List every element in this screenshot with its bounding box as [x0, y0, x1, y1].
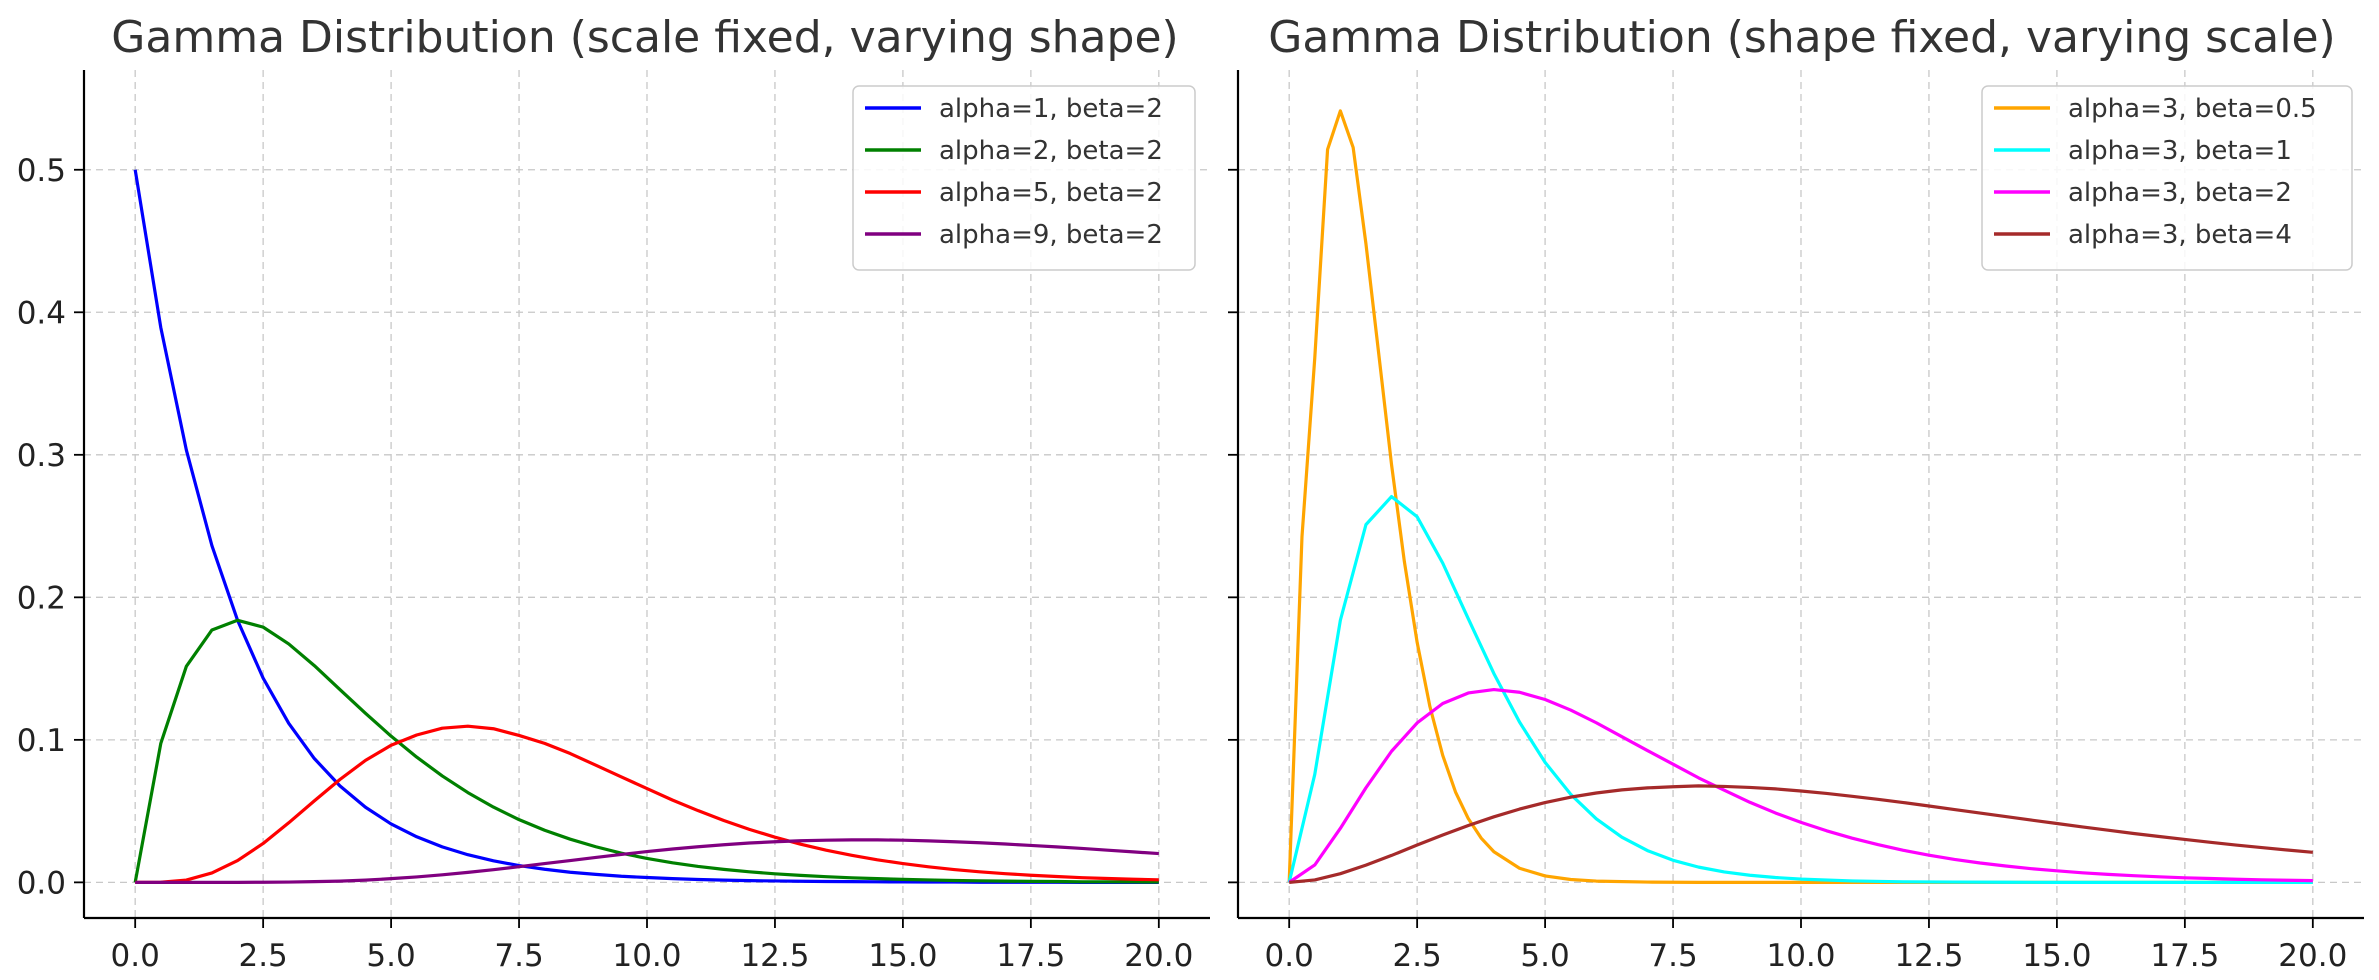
series-line-2	[133, 618, 1159, 884]
y-tick-label: 0.1	[17, 723, 66, 759]
x-tick-label: 17.5	[996, 938, 1065, 974]
legend-label-3: alpha=5, beta=2	[939, 178, 1163, 208]
series-line-3	[135, 724, 1159, 884]
legend-label-4: alpha=9, beta=2	[939, 220, 1163, 250]
legend-label-2: alpha=3, beta=1	[2068, 136, 2292, 166]
legend: alpha=1, beta=2 alpha=2, beta=2 alpha=5, b…	[852, 85, 1196, 271]
y-tick-label: 0.3	[17, 438, 66, 474]
series-line-2	[1287, 494, 2313, 884]
left-chart-panel: 0.0 2.5 5.0 7.5 10.0 12.5 15.0 17.5 20.0 0.0 0.1 0.…	[17, 12, 1210, 974]
x-tick-label: 0.0	[111, 938, 160, 974]
x-tick-label: 20.0	[2278, 938, 2347, 974]
series-line-1	[1287, 109, 2313, 884]
x-tick-label: 12.5	[1894, 938, 1963, 974]
x-tick-label: 10.0	[612, 938, 681, 974]
legend-label-1: alpha=1, beta=2	[939, 94, 1163, 124]
series-line-4	[135, 838, 1159, 884]
legend-label-2: alpha=2, beta=2	[939, 136, 1163, 166]
x-tick-label: 17.5	[2150, 938, 2219, 974]
legend-label-4: alpha=3, beta=4	[2068, 220, 2292, 250]
legend-label-1: alpha=3, beta=0.5	[2068, 94, 2317, 124]
series-line-3	[1288, 687, 2313, 884]
x-tick-label: 15.0	[868, 938, 937, 974]
x-tick-label: 12.5	[740, 938, 809, 974]
chart-title: Gamma Distribution (scale fixed, varying…	[111, 12, 1178, 63]
series-line-4	[1289, 784, 2313, 884]
y-tick-label: 0.0	[17, 865, 66, 901]
x-tick-label: 15.0	[2022, 938, 2091, 974]
y-tick-label: 0.2	[17, 580, 66, 616]
x-tick-label: 2.5	[1392, 938, 1441, 974]
legend-label-3: alpha=3, beta=2	[2068, 178, 2292, 208]
x-tick-label: 20.0	[1124, 938, 1193, 974]
x-tick-label: 5.0	[366, 938, 415, 974]
y-tick-label: 0.5	[17, 153, 66, 189]
x-tick-label: 10.0	[1766, 938, 1835, 974]
chart-title: Gamma Distribution (shape fixed, varying…	[1268, 12, 2335, 63]
x-tick-label: 0.0	[1265, 938, 1314, 974]
legend-box	[852, 85, 1196, 271]
x-tick-label: 7.5	[494, 938, 543, 974]
right-chart-panel: 0.0 2.5 5.0 7.5 10.0 12.5 15.0 17.5 20.0 Gamma Di…	[1228, 12, 2364, 974]
legend: alpha=3, beta=0.5 alpha=3, beta=1 alpha=3,…	[1981, 85, 2353, 271]
x-tick-label: 2.5	[238, 938, 287, 974]
legend-box	[1981, 85, 2353, 271]
y-tick-label: 0.4	[17, 295, 66, 331]
x-tick-label: 7.5	[1648, 938, 1697, 974]
x-tick-label: 5.0	[1520, 938, 1569, 974]
